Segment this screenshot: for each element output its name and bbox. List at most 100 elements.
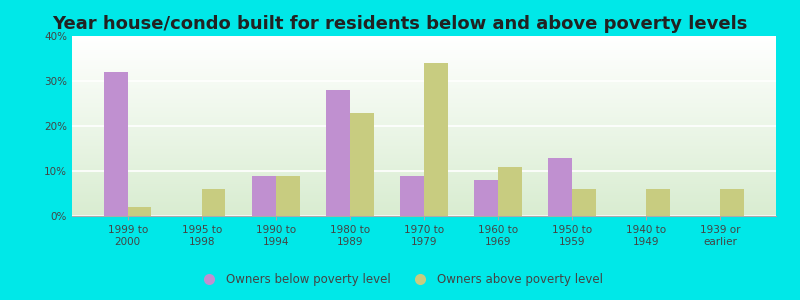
Bar [72, 189, 776, 190]
Bar [72, 67, 776, 68]
Bar [72, 202, 776, 203]
Bar [72, 205, 776, 206]
Bar [72, 166, 776, 167]
Bar [72, 155, 776, 156]
Bar [72, 80, 776, 81]
Bar [72, 120, 776, 121]
Bar [72, 160, 776, 161]
Bar [202, 189, 226, 216]
Bar [72, 164, 776, 165]
Bar [72, 195, 776, 196]
Bar [72, 85, 776, 86]
Bar [72, 93, 776, 94]
Bar [72, 77, 776, 78]
Bar [72, 48, 776, 49]
Bar [72, 213, 776, 214]
Bar [72, 102, 776, 103]
Bar [72, 47, 776, 48]
Bar [72, 92, 776, 93]
Bar [72, 82, 776, 83]
Bar [72, 49, 776, 50]
Bar [72, 130, 776, 131]
Bar [72, 148, 776, 149]
Bar [72, 89, 776, 90]
Bar [572, 189, 596, 216]
Bar [72, 99, 776, 100]
Bar [72, 198, 776, 199]
Bar [72, 56, 776, 57]
Bar [72, 90, 776, 91]
Bar [72, 100, 776, 101]
Bar [498, 167, 522, 216]
Bar [72, 136, 776, 137]
Bar [72, 94, 776, 95]
Bar [72, 43, 776, 44]
Legend: Owners below poverty level, Owners above poverty level: Owners below poverty level, Owners above… [193, 269, 607, 291]
Bar [72, 37, 776, 38]
Bar [72, 137, 776, 138]
Bar [72, 141, 776, 142]
Bar [72, 108, 776, 109]
Bar [72, 73, 776, 74]
Bar [72, 184, 776, 185]
Bar [72, 134, 776, 135]
Bar [72, 202, 776, 203]
Bar [72, 118, 776, 119]
Bar [72, 68, 776, 69]
Bar [72, 41, 776, 42]
Bar [72, 177, 776, 178]
Bar [72, 58, 776, 59]
Bar [72, 66, 776, 67]
Bar [72, 178, 776, 179]
Bar [72, 38, 776, 39]
Bar [72, 57, 776, 58]
Bar [104, 72, 128, 216]
Bar [72, 88, 776, 89]
Bar [72, 132, 776, 133]
Bar [72, 64, 776, 65]
Bar [72, 170, 776, 171]
Bar [72, 101, 776, 102]
Bar [72, 149, 776, 150]
Bar [72, 119, 776, 120]
Bar [72, 72, 776, 73]
Bar [72, 199, 776, 200]
Bar [72, 159, 776, 160]
Bar [72, 52, 776, 53]
Bar [72, 214, 776, 215]
Bar [72, 71, 776, 72]
Bar [72, 182, 776, 183]
Bar [72, 201, 776, 202]
Bar [72, 138, 776, 139]
Bar [72, 203, 776, 204]
Bar [72, 107, 776, 108]
Bar [72, 208, 776, 209]
Bar [72, 74, 776, 75]
Bar [72, 76, 776, 77]
Bar [72, 207, 776, 208]
Bar [72, 193, 776, 194]
Bar [72, 122, 776, 123]
Bar [72, 206, 776, 207]
Bar [72, 78, 776, 79]
Bar [72, 96, 776, 97]
Bar [72, 210, 776, 211]
Bar [72, 116, 776, 117]
Bar [72, 158, 776, 159]
Bar [72, 146, 776, 147]
Bar [72, 111, 776, 112]
Bar [72, 135, 776, 136]
Bar [400, 176, 424, 216]
Bar [72, 113, 776, 114]
Bar [72, 181, 776, 182]
Bar [72, 85, 776, 86]
Bar [72, 110, 776, 111]
Bar [72, 53, 776, 54]
Bar [72, 103, 776, 104]
Bar [72, 61, 776, 62]
Bar [72, 65, 776, 66]
Bar [72, 69, 776, 70]
Bar [72, 171, 776, 172]
Bar [350, 112, 374, 216]
Bar [72, 124, 776, 125]
